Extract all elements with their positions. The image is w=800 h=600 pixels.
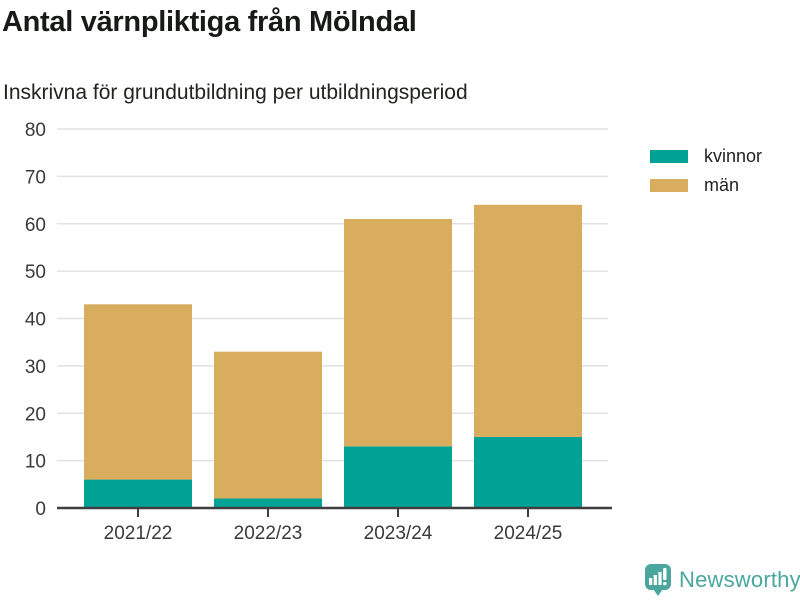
y-tick-label: 10 <box>25 452 46 473</box>
y-tick-label: 20 <box>25 404 46 425</box>
y-tick-label: 0 <box>35 499 46 520</box>
chart-subtitle: Inskrivna för grundutbildning per utbild… <box>3 81 468 104</box>
x-tick-label: 2022/23 <box>234 523 303 544</box>
bar-segment-män-2023/24 <box>344 219 452 447</box>
y-tick-label: 40 <box>25 310 46 331</box>
chart-title: Antal värnpliktiga från Mölndal <box>2 6 417 38</box>
y-tick-label: 30 <box>25 357 46 378</box>
bar-segment-män-2022/23 <box>214 351 322 499</box>
bar-segment-kvinnor-2021/22 <box>84 479 192 508</box>
legend-label-kvinnor: kvinnor <box>704 146 763 166</box>
bar-segment-kvinnor-2023/24 <box>344 446 452 508</box>
x-tick-label: 2023/24 <box>364 523 433 544</box>
newsworthy-icon <box>645 564 671 596</box>
y-tick-label: 50 <box>25 262 46 283</box>
newsworthy-logo: Newsworthy <box>644 563 800 597</box>
bar-segment-män-2021/22 <box>84 304 192 480</box>
legend-item-man: män <box>650 175 762 195</box>
legend-swatch-kvinnor <box>650 149 688 163</box>
y-tick-label: 80 <box>25 120 46 141</box>
y-tick-label: 70 <box>25 167 46 188</box>
bar-segment-män-2024/25 <box>474 204 582 437</box>
legend-item-kvinnor: kvinnor <box>650 146 762 166</box>
bar-segment-kvinnor-2024/25 <box>474 436 582 508</box>
legend: kvinnor män <box>650 146 762 195</box>
x-tick-label: 2021/22 <box>104 523 173 544</box>
x-tick-label: 2024/25 <box>494 523 563 544</box>
legend-label-man: män <box>704 175 740 195</box>
newsworthy-wordmark: Newsworthy <box>679 567 800 592</box>
legend-swatch-man <box>650 178 688 192</box>
bar-segment-kvinnor-2022/23 <box>214 498 322 508</box>
y-tick-label: 60 <box>25 215 46 236</box>
